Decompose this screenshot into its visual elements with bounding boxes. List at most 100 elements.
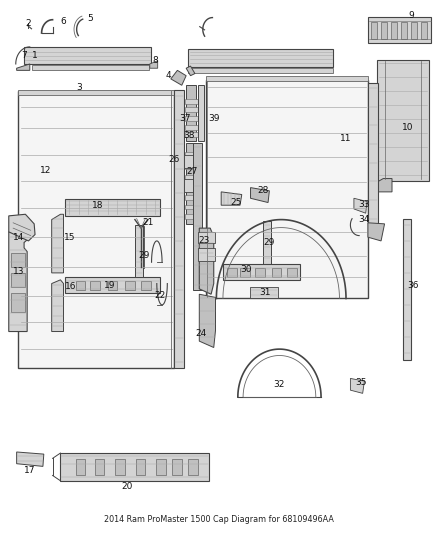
FancyBboxPatch shape bbox=[185, 107, 198, 112]
Polygon shape bbox=[52, 280, 64, 332]
Text: 24: 24 bbox=[196, 329, 207, 337]
FancyBboxPatch shape bbox=[18, 91, 174, 368]
FancyBboxPatch shape bbox=[172, 459, 182, 475]
Text: 6: 6 bbox=[60, 17, 67, 26]
Text: 28: 28 bbox=[257, 186, 268, 195]
Text: 29: 29 bbox=[139, 252, 150, 260]
Polygon shape bbox=[17, 452, 44, 466]
FancyBboxPatch shape bbox=[381, 22, 387, 39]
Text: 25: 25 bbox=[231, 198, 242, 207]
FancyBboxPatch shape bbox=[11, 253, 25, 266]
Polygon shape bbox=[186, 143, 196, 224]
Polygon shape bbox=[174, 90, 184, 368]
FancyBboxPatch shape bbox=[76, 281, 85, 290]
FancyBboxPatch shape bbox=[185, 164, 198, 169]
Text: 9: 9 bbox=[409, 12, 415, 20]
Text: 32: 32 bbox=[274, 381, 285, 389]
FancyBboxPatch shape bbox=[227, 268, 237, 277]
FancyBboxPatch shape bbox=[11, 273, 25, 287]
FancyBboxPatch shape bbox=[368, 17, 431, 43]
Text: 15: 15 bbox=[64, 233, 76, 241]
Polygon shape bbox=[171, 70, 186, 85]
FancyBboxPatch shape bbox=[185, 205, 198, 209]
FancyBboxPatch shape bbox=[184, 155, 198, 168]
Text: 14: 14 bbox=[13, 233, 24, 241]
FancyBboxPatch shape bbox=[141, 281, 151, 290]
Text: 35: 35 bbox=[356, 378, 367, 387]
Text: 39: 39 bbox=[208, 114, 219, 123]
Polygon shape bbox=[9, 214, 35, 241]
FancyBboxPatch shape bbox=[60, 453, 209, 481]
FancyBboxPatch shape bbox=[185, 132, 198, 137]
FancyBboxPatch shape bbox=[185, 175, 198, 180]
FancyBboxPatch shape bbox=[115, 459, 125, 475]
Text: 17: 17 bbox=[24, 466, 35, 474]
Polygon shape bbox=[198, 85, 204, 141]
Polygon shape bbox=[24, 47, 151, 64]
FancyBboxPatch shape bbox=[371, 22, 377, 39]
Text: 16: 16 bbox=[65, 282, 77, 291]
Text: 20: 20 bbox=[121, 482, 133, 491]
FancyBboxPatch shape bbox=[391, 22, 397, 39]
Text: 34: 34 bbox=[359, 215, 370, 224]
Polygon shape bbox=[186, 66, 195, 76]
FancyBboxPatch shape bbox=[95, 459, 104, 475]
Polygon shape bbox=[52, 214, 64, 273]
FancyBboxPatch shape bbox=[403, 219, 411, 360]
Text: 13: 13 bbox=[13, 268, 24, 276]
Polygon shape bbox=[377, 179, 392, 192]
Text: 19: 19 bbox=[104, 281, 115, 289]
Polygon shape bbox=[350, 378, 364, 393]
FancyBboxPatch shape bbox=[65, 199, 160, 216]
Polygon shape bbox=[206, 80, 368, 298]
Polygon shape bbox=[377, 60, 429, 181]
FancyBboxPatch shape bbox=[188, 68, 333, 73]
FancyBboxPatch shape bbox=[156, 459, 166, 475]
Polygon shape bbox=[186, 85, 196, 141]
FancyBboxPatch shape bbox=[138, 226, 144, 268]
FancyBboxPatch shape bbox=[263, 221, 271, 273]
Text: 12: 12 bbox=[40, 166, 52, 175]
Polygon shape bbox=[251, 188, 269, 203]
FancyBboxPatch shape bbox=[185, 185, 198, 190]
Text: 27: 27 bbox=[186, 167, 198, 176]
Text: 36: 36 bbox=[407, 281, 418, 289]
Polygon shape bbox=[17, 64, 30, 70]
FancyBboxPatch shape bbox=[125, 281, 135, 290]
Text: 23: 23 bbox=[198, 237, 209, 245]
Text: 2014 Ram ProMaster 1500 Cap Diagram for 68109496AA: 2014 Ram ProMaster 1500 Cap Diagram for … bbox=[104, 515, 334, 524]
FancyBboxPatch shape bbox=[185, 99, 198, 104]
Text: 3: 3 bbox=[76, 84, 82, 92]
FancyBboxPatch shape bbox=[90, 281, 100, 290]
FancyBboxPatch shape bbox=[272, 268, 281, 277]
Text: 29: 29 bbox=[264, 238, 275, 247]
FancyBboxPatch shape bbox=[185, 116, 198, 121]
Polygon shape bbox=[188, 49, 333, 67]
FancyBboxPatch shape bbox=[18, 90, 174, 95]
FancyBboxPatch shape bbox=[108, 281, 117, 290]
Polygon shape bbox=[221, 192, 242, 205]
FancyBboxPatch shape bbox=[11, 293, 25, 312]
Text: 4: 4 bbox=[166, 71, 171, 80]
FancyBboxPatch shape bbox=[255, 268, 265, 277]
Text: 10: 10 bbox=[402, 124, 413, 132]
FancyBboxPatch shape bbox=[411, 22, 417, 39]
Polygon shape bbox=[9, 232, 27, 332]
FancyBboxPatch shape bbox=[185, 214, 198, 219]
FancyBboxPatch shape bbox=[185, 125, 198, 130]
Text: 1: 1 bbox=[32, 52, 37, 60]
Polygon shape bbox=[199, 294, 215, 348]
Text: 33: 33 bbox=[358, 200, 369, 208]
Text: 38: 38 bbox=[184, 132, 195, 140]
Text: 37: 37 bbox=[179, 114, 191, 123]
FancyBboxPatch shape bbox=[32, 65, 149, 70]
Text: 21: 21 bbox=[142, 219, 154, 227]
FancyBboxPatch shape bbox=[184, 179, 198, 192]
Text: 30: 30 bbox=[240, 265, 252, 273]
Text: 5: 5 bbox=[87, 14, 93, 23]
FancyBboxPatch shape bbox=[198, 248, 215, 261]
FancyBboxPatch shape bbox=[185, 195, 198, 200]
Polygon shape bbox=[368, 223, 385, 241]
Text: 22: 22 bbox=[154, 292, 166, 300]
FancyBboxPatch shape bbox=[223, 264, 300, 280]
